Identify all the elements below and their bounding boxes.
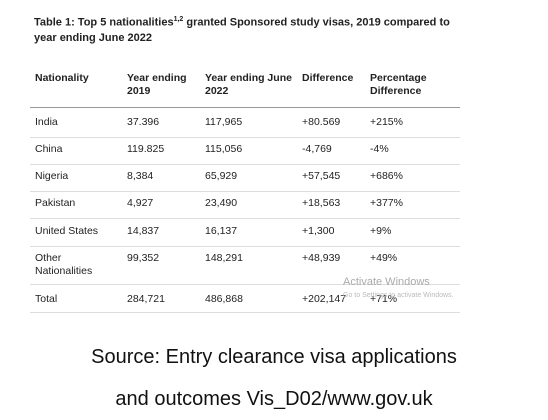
row-rule: [30, 191, 460, 192]
row-label: Total: [35, 293, 58, 305]
title-text: granted Sponsored study visas, 2019 comp…: [34, 16, 450, 44]
data-cell: +1,300: [302, 225, 335, 237]
data-cell: +18,563: [302, 197, 341, 209]
data-cell: 148,291: [205, 252, 243, 264]
data-cell: +215%: [370, 116, 403, 128]
row-rule: [30, 218, 460, 219]
row-label: Other Nationalities: [35, 252, 93, 277]
row-rule: [30, 284, 460, 285]
data-cell: +377%: [370, 197, 403, 209]
row-label: United States: [35, 225, 99, 237]
source-line: Source: Entry clearance visa application…: [91, 346, 457, 368]
row-rule: [30, 137, 460, 138]
watermark-subtitle: Go to Settings to activate Windows.: [343, 292, 454, 299]
header-cell: Percentage Difference: [370, 72, 427, 97]
data-cell: 486,868: [205, 293, 243, 305]
row-label: Nigeria: [35, 170, 69, 182]
header-cell: Year ending 2019: [127, 72, 187, 97]
row-rule: [30, 164, 460, 165]
data-cell: +71%: [370, 293, 398, 305]
data-cell: +686%: [370, 170, 403, 182]
data-cell: +202,147: [302, 293, 347, 305]
data-cell: 119.825: [127, 143, 165, 155]
data-cell: 16,137: [205, 225, 238, 237]
data-cell: 65,929: [205, 170, 238, 182]
header-cell: Difference: [302, 72, 354, 84]
data-cell: +9%: [370, 225, 392, 237]
data-cell: -4%: [370, 143, 389, 155]
title-text: Table 1: Top 5 nationalities: [34, 16, 174, 29]
header-cell: Year ending June 2022: [205, 72, 292, 97]
watermark-title: Activate Windows: [343, 276, 430, 288]
data-cell: -4,769: [302, 143, 332, 155]
data-cell: 23,490: [205, 197, 238, 209]
data-cell: 115,056: [205, 143, 243, 155]
data-cell: 117,965: [205, 116, 243, 128]
data-cell: 37.396: [127, 116, 160, 128]
data-cell: 99,352: [127, 252, 160, 264]
table-title: Table 1: Top 5 nationalities1,2 granted …: [34, 12, 474, 46]
data-cell: 8,384: [127, 170, 154, 182]
data-cell: 284,721: [127, 293, 165, 305]
row-rule: [30, 246, 460, 247]
data-cell: 4,927: [127, 197, 154, 209]
row-label: China: [35, 143, 63, 155]
header-cell: Nationality: [35, 72, 89, 84]
row-label: India: [35, 116, 58, 128]
data-cell: +80.569: [302, 116, 341, 128]
source-line: and outcomes Vis_D02/www.gov.uk: [115, 388, 433, 410]
data-cell: +57,545: [302, 170, 341, 182]
row-label: Pakistan: [35, 197, 76, 209]
data-cell: +48,939: [302, 252, 341, 264]
data-cell: +49%: [370, 252, 398, 264]
data-cell: 14,837: [127, 225, 160, 237]
title-superscript: 1,2: [173, 16, 184, 23]
header-rule: [30, 107, 460, 108]
bottom-rule: [30, 312, 460, 313]
